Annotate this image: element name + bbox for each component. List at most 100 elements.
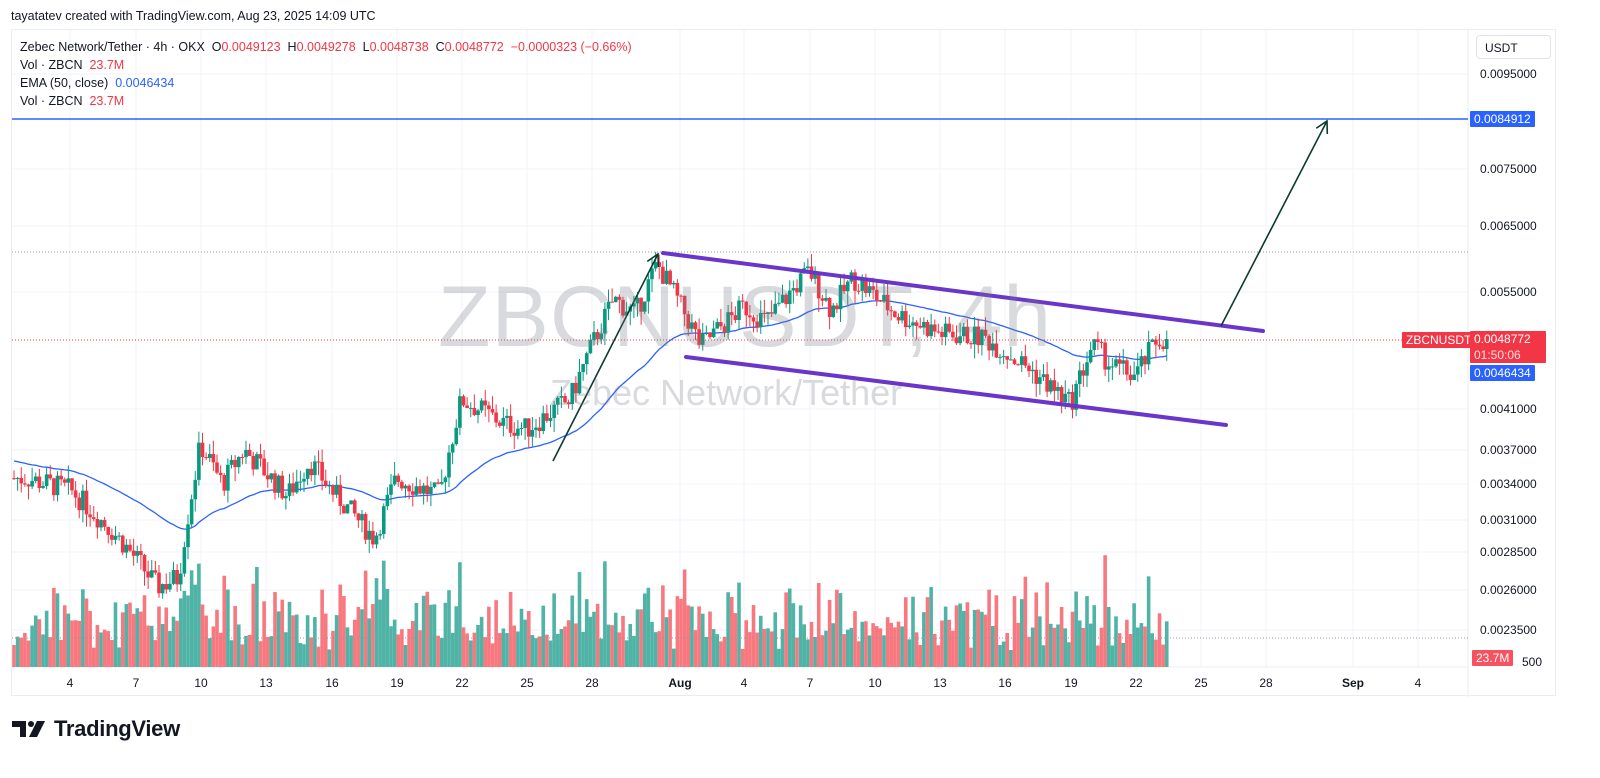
volume-bar (258, 641, 263, 667)
candle-body (617, 296, 622, 300)
candle-body (247, 449, 252, 456)
price-tick-label: 0.0034000 (1480, 477, 1537, 491)
volume-bar (1146, 576, 1151, 667)
volume-bar (385, 588, 390, 667)
candle-body (102, 520, 107, 527)
candle-body (1030, 369, 1035, 372)
volume-bar (425, 591, 430, 667)
volume-bar (294, 614, 299, 667)
candle-body (84, 490, 89, 515)
candle-body (856, 290, 861, 292)
volume-bar (831, 623, 836, 667)
volume-bar (1041, 645, 1046, 667)
volume-bar (1085, 596, 1089, 667)
volume-bar (838, 593, 843, 667)
volume-bar (1077, 620, 1082, 667)
volume-bar (563, 626, 567, 667)
volume-bar (160, 623, 165, 667)
candle-body (534, 427, 538, 431)
candle-body (969, 343, 973, 345)
volume-bar (91, 647, 96, 667)
volume-bar (512, 625, 517, 667)
volume-bar (947, 619, 952, 667)
volume-bar (784, 592, 788, 667)
volume-bar (211, 626, 216, 667)
volume-bar (1092, 605, 1097, 667)
time-tick-label: Sep (1341, 676, 1365, 690)
volume-bar (110, 639, 114, 667)
chart-legend: Zebec Network/Tether · 4h · OKX O0.00491… (20, 38, 632, 110)
volume-bar (541, 605, 546, 667)
time-tick-label: 19 (390, 676, 404, 690)
volume-bar (1164, 621, 1169, 667)
volume-bar (624, 640, 629, 667)
volume-bar (70, 620, 74, 667)
candle-body (1070, 392, 1075, 410)
candle-body (777, 302, 781, 304)
candle-body (1027, 365, 1031, 372)
volume-bar (1052, 627, 1057, 667)
volume-bar (954, 605, 959, 667)
candle-body (545, 413, 549, 421)
candle-body (468, 407, 473, 409)
candle-body (907, 325, 912, 328)
candle-body (251, 455, 256, 470)
candle-body (320, 461, 324, 481)
candle-body (704, 332, 709, 334)
candle-body (345, 504, 350, 514)
volume-bar (795, 637, 799, 667)
candle-body (874, 289, 879, 301)
volume-bar (885, 617, 890, 667)
candle-body (19, 477, 24, 484)
candle-body (661, 266, 665, 284)
candle-body (1081, 370, 1086, 376)
candle-body (798, 273, 803, 293)
volume-bar (240, 644, 245, 667)
candle-body (44, 474, 49, 487)
volume-tag: 23.7M (1472, 650, 1514, 666)
volume-bar (787, 588, 792, 667)
volume-bar (802, 624, 807, 667)
volume-bar (30, 625, 34, 667)
candle-body (389, 484, 393, 495)
candle-body (1096, 339, 1100, 342)
volume-bar (715, 634, 720, 667)
volume-bar (73, 620, 78, 667)
volume-bar (1088, 623, 1093, 667)
legend-low-label: L (362, 40, 370, 54)
candle-body (584, 353, 589, 365)
candle-body (363, 514, 368, 540)
candle-body (548, 418, 553, 421)
candle-body (555, 397, 560, 405)
candle-body (726, 312, 730, 333)
candle-body (371, 530, 375, 545)
volume-bar (62, 605, 67, 667)
volume-bar (421, 595, 426, 667)
legend-volume-row[interactable]: Vol · ZBCN 23.7M (20, 56, 632, 74)
volume-bar (407, 628, 411, 667)
volume-bar (577, 572, 582, 667)
candle-body (972, 326, 977, 345)
candle-body (218, 472, 223, 476)
volume-bar (1034, 592, 1039, 667)
time-tick-label: 7 (132, 676, 140, 690)
volume-bar (650, 621, 654, 667)
legend-ema-row[interactable]: EMA (50, close) 0.0046434 (20, 74, 632, 92)
candle-body (240, 456, 245, 458)
candle-body (1019, 356, 1024, 365)
currency-button[interactable]: USDT (1476, 35, 1551, 59)
price-tick-label: 0.0075000 (1480, 162, 1537, 176)
candle-body (135, 551, 140, 556)
volume-bar (700, 613, 705, 667)
candle-body (882, 294, 886, 302)
legend-ohlc-row[interactable]: Zebec Network/Tether · 4h · OKX O0.00491… (20, 38, 632, 56)
volume-bar (77, 620, 82, 667)
volume-bar (472, 632, 477, 667)
candle-body (632, 303, 636, 307)
volume-bar (1045, 582, 1049, 667)
volume-bar (592, 611, 596, 667)
candle-body (447, 452, 451, 478)
legend-volume-row-2[interactable]: Vol · ZBCN 23.7M (20, 92, 632, 110)
candle-body (385, 494, 390, 507)
